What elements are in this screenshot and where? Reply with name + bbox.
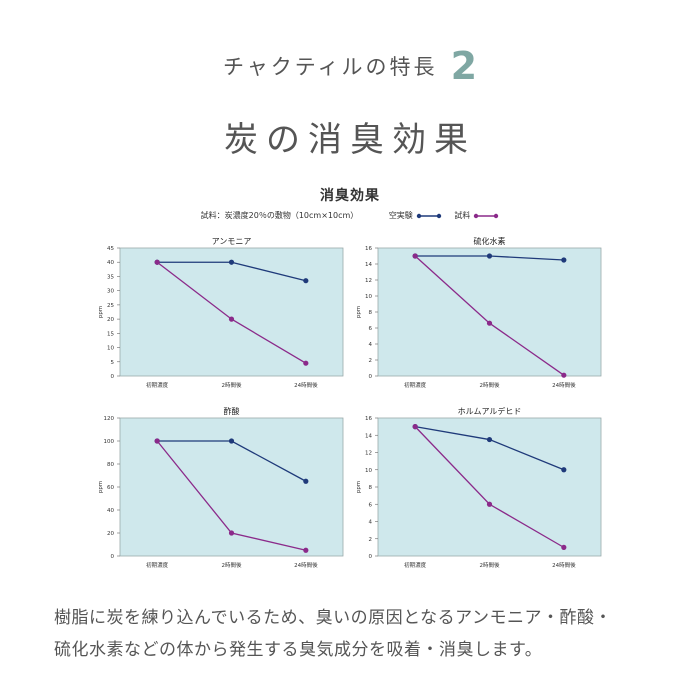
x-tick-label: 24時間後: [294, 561, 318, 569]
chart-title: 硫化水素: [474, 236, 506, 246]
description: 樹脂に炭を練り込んでいるため、臭いの原因となるアンモニア・酢酸・ 硫化水素などの…: [54, 602, 664, 666]
y-tick-label: 0: [369, 374, 373, 380]
data-point: [228, 530, 235, 536]
y-tick-label: 60: [107, 485, 114, 491]
data-point: [486, 436, 493, 443]
feature-label: チャクティルの特長: [222, 55, 438, 79]
data-point: [561, 257, 567, 263]
y-tick-label: 5: [111, 360, 115, 366]
y-tick-label: 16: [365, 246, 372, 252]
data-point: [486, 320, 493, 326]
y-tick-label: 0: [111, 554, 115, 560]
y-tick-label: 30: [107, 289, 114, 295]
plot-area: [377, 247, 602, 377]
y-tick-label: 8: [369, 310, 373, 316]
data-point: [303, 360, 309, 366]
data-point: [228, 316, 235, 322]
x-tick-label: 2時間後: [480, 381, 500, 389]
y-tick-label: 120: [104, 416, 115, 422]
y-tick-label: 20: [107, 531, 114, 537]
data-point: [228, 259, 235, 265]
x-tick-label: 24時間後: [294, 381, 318, 389]
data-point: [412, 253, 418, 259]
data-point: [561, 467, 567, 473]
y-tick-label: 10: [107, 346, 114, 352]
legend-item-sample: 試料: [454, 210, 499, 221]
chart-acetic-acid: 酢酸 0 20 40 60 80 100 120 ppm 初期濃度 2時間後 24時間後: [98, 406, 344, 569]
y-tick-label: 2: [369, 358, 373, 364]
chart-title: 酢酸: [224, 406, 240, 416]
y-tick-label: 35: [107, 274, 114, 280]
data-point: [154, 438, 160, 444]
chart-hydrogen-sulfide: 硫化水素 0 2 4 6 8 10 12 14 16 ppm 初期濃度 2時間後 24時間後: [356, 236, 602, 389]
data-point: [412, 424, 418, 430]
y-tick-label: 12: [365, 278, 372, 284]
y-tick-label: 6: [369, 326, 373, 332]
data-point: [561, 544, 567, 550]
chart-title: ホルムアルデヒド: [458, 406, 522, 416]
y-tick-label: 15: [107, 331, 114, 337]
description-line: 樹脂に炭を練り込んでいるため、臭いの原因となるアンモニア・酢酸・: [54, 608, 612, 628]
legend: 試料：炭濃度20％の敷物（10cm×10cm） 空実験 試料: [0, 210, 700, 221]
y-tick-label: 45: [107, 246, 114, 252]
description-line: 硫化水素などの体から発生する臭気成分を吸着・消臭します。: [54, 640, 543, 660]
data-point: [154, 259, 160, 265]
y-tick-label: 12: [365, 451, 372, 457]
legend-label: 空実験: [388, 211, 413, 220]
x-tick-label: 24時間後: [552, 381, 576, 389]
x-tick-label: 初期濃度: [146, 381, 169, 389]
y-tick-label: 40: [107, 508, 114, 514]
y-tick-label: 14: [365, 262, 372, 268]
y-tick-label: 2: [369, 537, 373, 543]
y-tick-label: 20: [107, 317, 114, 323]
legend-item-blank: 空実験: [389, 210, 442, 221]
y-tick-label: 25: [107, 303, 114, 309]
feature-number: 2: [450, 44, 478, 88]
y-axis-label: ppm: [98, 481, 104, 493]
data-point: [561, 372, 567, 378]
x-tick-label: 初期濃度: [404, 381, 427, 389]
x-tick-label: 2時間後: [480, 561, 500, 569]
y-tick-label: 4: [369, 342, 373, 348]
legend-swatch: [416, 213, 442, 218]
y-tick-label: 14: [365, 433, 372, 439]
page-title: 炭の消臭効果: [224, 120, 476, 160]
x-tick-label: 2時間後: [222, 561, 242, 569]
sample-note: 試料：炭濃度20％の敷物（10cm×10cm）: [200, 211, 359, 220]
plot-area: [119, 247, 344, 377]
x-tick-label: 24時間後: [552, 561, 576, 569]
y-tick-label: 16: [365, 416, 372, 422]
data-point: [228, 438, 235, 444]
y-tick-label: 8: [369, 485, 373, 491]
y-axis-label: ppm: [98, 306, 104, 318]
chart-ammonia: アンモニア 0 5 10 15 20 25 30 35 40 45 ppm 初期濃度 2時間後 24時間後: [98, 237, 344, 389]
y-tick-label: 0: [369, 554, 373, 560]
data-point: [303, 547, 309, 553]
legend-swatch: [474, 213, 499, 218]
data-point: [486, 501, 493, 507]
y-axis-label: ppm: [356, 481, 362, 493]
chart-formaldehyde: ホルムアルデヒド 0 2 4 6 8 10 12 14 16 ppm 初期濃度 2時間後 24時間後: [356, 406, 602, 569]
y-tick-label: 80: [107, 462, 114, 468]
y-tick-label: 4: [369, 520, 373, 526]
feature-heading: チャクティルの特長 2: [0, 44, 700, 88]
chart-panel-title: 消臭効果: [320, 188, 380, 204]
x-tick-label: 2時間後: [222, 381, 242, 389]
y-tick-label: 40: [107, 260, 114, 266]
data-point: [303, 278, 309, 284]
y-tick-label: 6: [369, 502, 373, 508]
y-tick-label: 0: [111, 374, 115, 380]
data-point: [303, 478, 309, 484]
y-tick-label: 10: [365, 468, 372, 474]
y-axis-label: ppm: [356, 306, 362, 318]
x-tick-label: 初期濃度: [404, 561, 427, 569]
data-point: [486, 253, 493, 259]
chart-title: アンモニア: [212, 237, 252, 246]
y-tick-label: 10: [365, 294, 372, 300]
y-tick-label: 100: [104, 439, 115, 445]
legend-label: 試料: [454, 211, 471, 220]
x-tick-label: 初期濃度: [146, 561, 169, 569]
